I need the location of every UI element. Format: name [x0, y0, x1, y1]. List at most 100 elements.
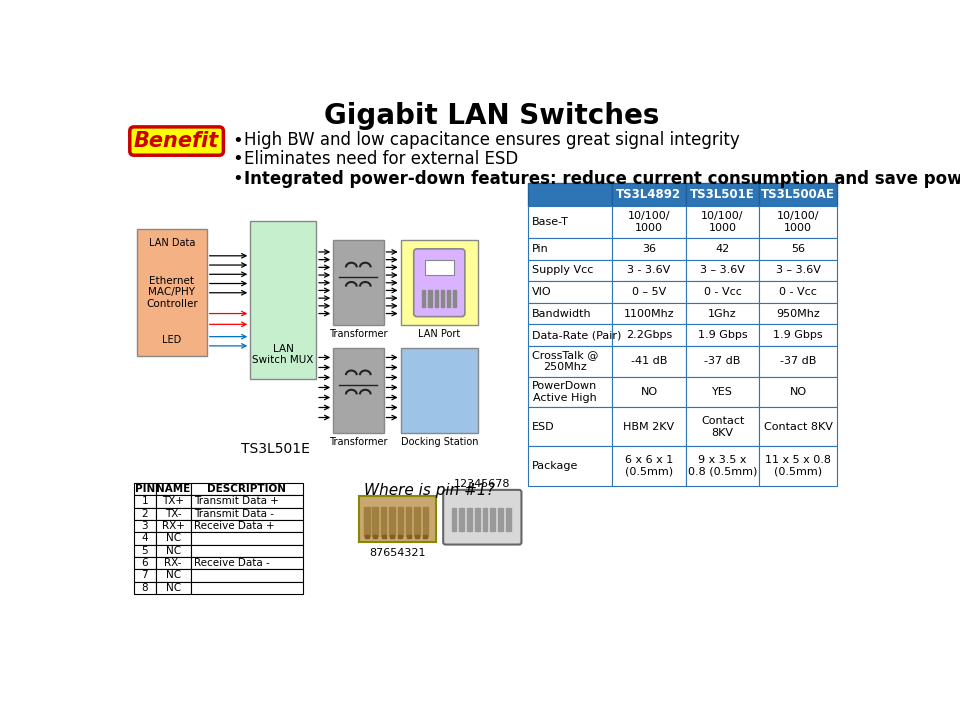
Bar [435, 290, 438, 307]
FancyBboxPatch shape [685, 260, 759, 282]
Text: 10/100/
1000: 10/100/ 1000 [702, 211, 744, 233]
Text: 56: 56 [791, 244, 805, 254]
Bar [364, 507, 370, 536]
FancyBboxPatch shape [759, 260, 837, 282]
Text: LAN
Switch MUX: LAN Switch MUX [252, 343, 314, 365]
FancyBboxPatch shape [134, 532, 156, 544]
Text: LED: LED [162, 336, 181, 346]
FancyBboxPatch shape [414, 249, 465, 317]
FancyBboxPatch shape [134, 520, 156, 532]
FancyBboxPatch shape [156, 508, 190, 520]
FancyBboxPatch shape [612, 377, 685, 408]
Text: Package: Package [532, 461, 579, 471]
Text: Contact
8KV: Contact 8KV [701, 416, 744, 438]
Text: LAN Port: LAN Port [419, 329, 461, 339]
Text: 1Ghz: 1Ghz [708, 309, 737, 318]
Text: 3 – 3.6V: 3 – 3.6V [776, 266, 821, 276]
Text: 9 x 3.5 x
0.8 (0.5mm): 9 x 3.5 x 0.8 (0.5mm) [688, 455, 757, 477]
FancyBboxPatch shape [685, 408, 759, 446]
FancyBboxPatch shape [759, 446, 837, 486]
FancyBboxPatch shape [759, 346, 837, 377]
FancyBboxPatch shape [528, 183, 612, 206]
Bar [415, 534, 419, 539]
FancyBboxPatch shape [156, 570, 190, 582]
Bar [382, 534, 386, 539]
Text: Transmit Data +: Transmit Data + [194, 496, 278, 506]
Text: 12345678: 12345678 [454, 479, 511, 489]
Bar [506, 508, 511, 531]
FancyBboxPatch shape [759, 303, 837, 324]
Text: NO: NO [640, 387, 658, 397]
Text: Benefit: Benefit [134, 131, 219, 151]
FancyBboxPatch shape [612, 183, 685, 206]
FancyBboxPatch shape [190, 557, 303, 570]
FancyBboxPatch shape [190, 544, 303, 557]
Text: -37 dB: -37 dB [705, 356, 741, 366]
Text: 2: 2 [141, 509, 148, 518]
Bar [491, 508, 495, 531]
FancyBboxPatch shape [685, 282, 759, 303]
FancyBboxPatch shape [759, 238, 837, 260]
FancyBboxPatch shape [612, 446, 685, 486]
Text: •: • [232, 171, 243, 189]
FancyBboxPatch shape [528, 206, 612, 238]
Text: Integrated power-down features: reduce current consumption and save power: Integrated power-down features: reduce c… [244, 169, 960, 187]
Bar [452, 508, 456, 531]
Text: NC: NC [165, 546, 180, 556]
FancyBboxPatch shape [156, 495, 190, 508]
Text: 6: 6 [141, 558, 148, 568]
Text: Docking Station: Docking Station [400, 437, 478, 446]
FancyBboxPatch shape [685, 303, 759, 324]
FancyBboxPatch shape [134, 582, 156, 594]
Text: Transformer: Transformer [329, 437, 388, 446]
Bar [428, 290, 432, 307]
Text: -37 dB: -37 dB [780, 356, 816, 366]
Text: Gigabit LAN Switches: Gigabit LAN Switches [324, 102, 660, 130]
Text: 1.9 Gbps: 1.9 Gbps [698, 330, 748, 340]
Text: CrossTalk @
250Mhz: CrossTalk @ 250Mhz [532, 351, 599, 372]
Text: 1100Mhz: 1100Mhz [624, 309, 674, 318]
Text: 0 – 5V: 0 – 5V [632, 287, 666, 297]
Bar [460, 508, 464, 531]
Bar [398, 534, 402, 539]
FancyBboxPatch shape [156, 483, 190, 495]
FancyBboxPatch shape [612, 282, 685, 303]
Bar [447, 290, 450, 307]
Text: TX-: TX- [165, 509, 181, 518]
FancyBboxPatch shape [685, 346, 759, 377]
FancyBboxPatch shape [190, 483, 303, 495]
FancyBboxPatch shape [685, 238, 759, 260]
Text: RX+: RX+ [161, 521, 184, 531]
FancyBboxPatch shape [528, 260, 612, 282]
Bar [389, 507, 395, 536]
Text: Supply Vcc: Supply Vcc [532, 266, 593, 276]
Text: Transformer: Transformer [329, 329, 388, 339]
Text: NC: NC [165, 582, 180, 593]
Text: HBM 2KV: HBM 2KV [623, 422, 675, 432]
FancyBboxPatch shape [528, 324, 612, 346]
Text: ESD: ESD [532, 422, 555, 432]
FancyBboxPatch shape [612, 303, 685, 324]
FancyBboxPatch shape [612, 238, 685, 260]
Text: DESCRIPTION: DESCRIPTION [207, 484, 286, 494]
Text: 87654321: 87654321 [370, 549, 425, 559]
FancyBboxPatch shape [134, 508, 156, 520]
FancyBboxPatch shape [759, 408, 837, 446]
Text: Ethernet
MAC/PHY
Controller: Ethernet MAC/PHY Controller [146, 276, 198, 309]
Bar [365, 534, 369, 539]
Bar [475, 508, 480, 531]
FancyBboxPatch shape [528, 238, 612, 260]
Text: 8: 8 [141, 582, 148, 593]
Text: 2.2Gbps: 2.2Gbps [626, 330, 672, 340]
Text: 6 x 6 x 1
(0.5mm): 6 x 6 x 1 (0.5mm) [625, 455, 673, 477]
Text: •: • [232, 132, 243, 150]
Text: YES: YES [712, 387, 733, 397]
FancyBboxPatch shape [190, 532, 303, 544]
Text: LAN Data: LAN Data [149, 238, 195, 248]
FancyBboxPatch shape [528, 303, 612, 324]
Text: 7: 7 [141, 570, 148, 580]
Bar [422, 290, 425, 307]
Text: Where is pin #1?: Where is pin #1? [364, 483, 494, 498]
FancyBboxPatch shape [137, 229, 206, 356]
FancyBboxPatch shape [156, 557, 190, 570]
